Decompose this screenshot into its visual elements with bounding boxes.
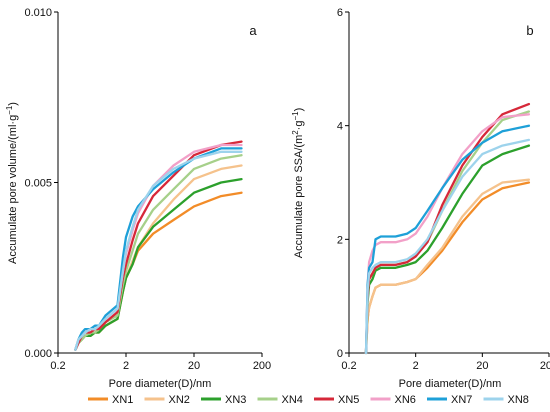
panel-b-x-tick-label: 200 — [540, 360, 550, 372]
panel-b-y-tick-label: 0 — [337, 348, 343, 360]
panel-b-series-xn2 — [364, 178, 531, 355]
panel-a-ylabel-sup: −1 — [5, 105, 14, 115]
panel-b-y-tick-label: 6 — [337, 7, 343, 19]
legend-label-xn2: XN2 — [169, 394, 190, 406]
legend-label-xn8: XN8 — [508, 394, 529, 406]
panel-a-series-xn6 — [74, 143, 243, 351]
legend-label-xn3: XN3 — [225, 394, 246, 406]
legend-label-xn5: XN5 — [338, 394, 359, 406]
panel-a-series-xn8 — [74, 150, 243, 351]
panel-a-x-tick-label: 2 — [123, 360, 129, 372]
panel-b-y-tick-label: 2 — [337, 234, 343, 246]
panel-a-ylabel: Accumulate pore volume/(ml·g−1) — [5, 102, 20, 264]
panel-b-ylabel-sup2: −1 — [291, 111, 300, 121]
legend-label-xn1: XN1 — [112, 394, 133, 406]
panel-b-letter: b — [526, 23, 533, 38]
panel-a-series-xn7 — [74, 147, 243, 351]
panel-a-x-tick-label: 0.2 — [50, 360, 65, 372]
panel-a-y-tick-label: 0.000 — [24, 348, 52, 360]
legend-label-xn6: XN6 — [395, 394, 416, 406]
panel-b: Accumulate pore SSA/(m2·g−1) Pore diamet… — [291, 7, 550, 390]
panel-a-x-tick-label: 20 — [188, 360, 200, 372]
panel-b-ylabel-end: ) — [293, 108, 305, 112]
panel-b-series-xn5 — [364, 102, 531, 355]
panel-b-series-xn4 — [364, 110, 531, 355]
panel-b-y-tick-label: 4 — [337, 121, 343, 133]
panel-b-series-xn3 — [364, 144, 531, 355]
legend-label-xn7: XN7 — [451, 394, 472, 406]
panel-a-letter: a — [249, 23, 257, 38]
panel-b-series-xn7 — [364, 124, 531, 355]
panel-a-xlabel: Pore diameter(D)/nm — [109, 378, 212, 390]
panel-b-xlabel: Pore diameter(D)/nm — [399, 378, 502, 390]
panel-a: Accumulate pore volume/(ml·g−1) Pore dia… — [5, 7, 272, 390]
panel-a-y-tick-label: 0.005 — [24, 178, 52, 190]
panel-b-x-tick-label: 20 — [476, 360, 488, 372]
panel-b-ylabel-mid: ·g — [293, 121, 305, 131]
panel-b-ylabel: Accumulate pore SSA/(m2·g−1) — [291, 108, 306, 259]
panel-a-ylabel-main: Accumulate pore volume/(ml·g — [7, 115, 19, 264]
panel-b-series-xn6 — [364, 113, 531, 355]
legend-label-xn4: XN4 — [282, 394, 303, 406]
panel-b-series-xn8 — [364, 138, 531, 355]
legend: XN1 XN2 XN3 XN4 XN5 XN6 XN7 XN8 — [88, 394, 529, 406]
panel-a-y-tick-label: 0.010 — [24, 7, 52, 19]
panel-b-ylabel-main: Accumulate pore SSA/(m — [293, 135, 305, 259]
panel-b-ylabel-sup: 2 — [291, 130, 300, 135]
panel-a-x-tick-label: 200 — [253, 360, 271, 372]
panel-a-ylabel-end: ) — [7, 102, 19, 106]
panel-b-x-tick-label: 0.2 — [341, 360, 356, 372]
panel-a-series-xn5 — [74, 140, 243, 351]
panel-b-x-tick-label: 2 — [413, 360, 419, 372]
